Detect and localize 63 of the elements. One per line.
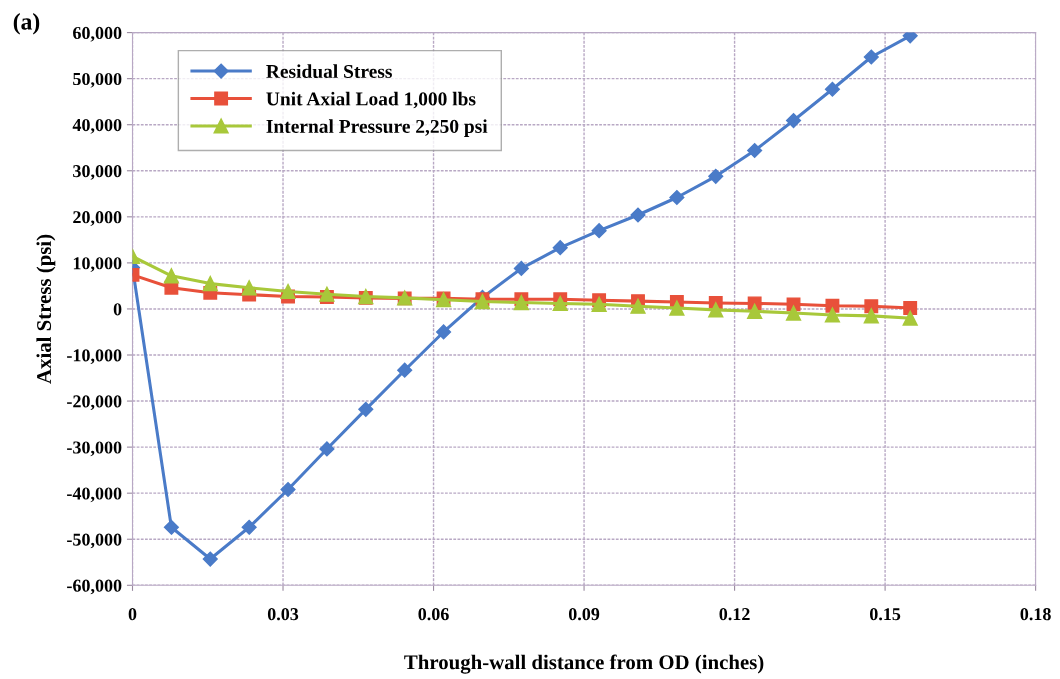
point bbox=[669, 300, 685, 316]
point bbox=[241, 280, 257, 296]
point bbox=[630, 207, 646, 223]
point bbox=[591, 223, 607, 239]
point bbox=[863, 308, 879, 324]
y-tick-label: -40,000 bbox=[67, 487, 122, 503]
point bbox=[863, 49, 879, 65]
point bbox=[864, 299, 879, 314]
y-tick-label: 50,000 bbox=[73, 72, 122, 88]
y-tick-label: -30,000 bbox=[67, 441, 122, 457]
point bbox=[319, 286, 335, 302]
point bbox=[903, 301, 918, 315]
point bbox=[902, 310, 918, 326]
point bbox=[202, 275, 218, 292]
legend-label: Internal Pressure 2,250 psi bbox=[266, 119, 488, 137]
x-tick-label: 0.06 bbox=[418, 608, 449, 621]
point bbox=[358, 401, 374, 417]
point bbox=[513, 260, 529, 276]
y-axis-title: Axial Stress (psi) bbox=[36, 234, 56, 384]
point bbox=[436, 324, 452, 340]
y-tick-label: -60,000 bbox=[67, 579, 122, 595]
x-axis-title: Through-wall distance from OD (inches) bbox=[404, 654, 764, 674]
point bbox=[747, 303, 763, 319]
legend-label: Residual Stress bbox=[266, 64, 392, 79]
y-tick-label: 20,000 bbox=[73, 211, 122, 226]
x-tick-label: 0 bbox=[128, 608, 137, 621]
x-tick-label: 0.12 bbox=[719, 608, 750, 621]
point bbox=[591, 296, 607, 312]
point bbox=[669, 189, 685, 206]
y-tick-label: 30,000 bbox=[73, 165, 122, 180]
point bbox=[824, 307, 841, 323]
x-tick-label: 0.09 bbox=[568, 608, 600, 621]
point bbox=[825, 298, 840, 313]
y-tick-label: 60,000 bbox=[73, 26, 122, 42]
point bbox=[630, 298, 646, 314]
point bbox=[552, 295, 568, 312]
point bbox=[785, 112, 802, 129]
point bbox=[708, 168, 724, 184]
point bbox=[280, 283, 296, 300]
y-tick-label: 10,000 bbox=[73, 257, 122, 272]
point bbox=[513, 294, 529, 311]
point bbox=[163, 519, 179, 535]
y-tick-label: 0 bbox=[113, 303, 122, 316]
point bbox=[824, 81, 840, 97]
y-tick-label: -20,000 bbox=[67, 395, 122, 411]
point bbox=[708, 302, 724, 318]
point bbox=[785, 305, 802, 321]
legend-label: Unit Axial Load 1,000 lbs bbox=[266, 91, 476, 109]
point bbox=[280, 481, 296, 498]
y-tick-label: -50,000 bbox=[67, 533, 122, 549]
point bbox=[319, 441, 335, 457]
point bbox=[241, 519, 257, 535]
y-tick-label: -10,000 bbox=[67, 349, 122, 365]
x-tick-label: 0.18 bbox=[1020, 608, 1051, 621]
point bbox=[163, 268, 180, 284]
y-tick-label: 40,000 bbox=[72, 118, 122, 134]
point bbox=[202, 551, 218, 567]
text: (a) bbox=[13, 13, 40, 35]
point bbox=[747, 142, 763, 159]
point bbox=[552, 240, 568, 256]
x-tick-label: 0.15 bbox=[869, 608, 901, 621]
point bbox=[397, 362, 413, 378]
x-tick-label: 0.03 bbox=[267, 608, 299, 621]
